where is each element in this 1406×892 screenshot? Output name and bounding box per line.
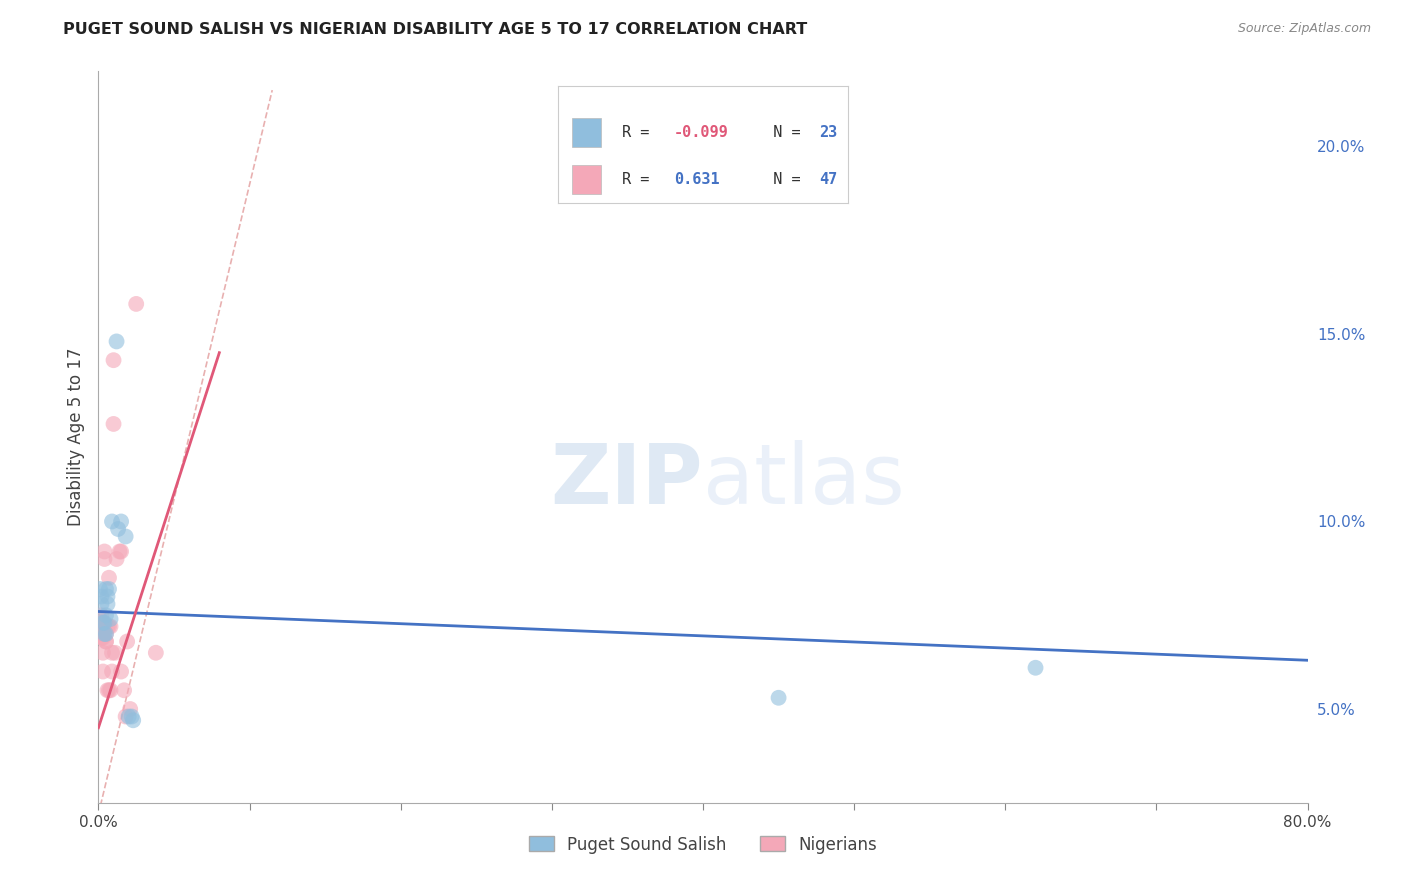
Point	[90, 608, 112, 623]
Point	[90, 624, 112, 638]
Point	[90, 627, 112, 641]
Y-axis label: Disability Age 5 to 17: Disability Age 5 to 17	[66, 348, 84, 526]
Point	[89, 615, 111, 630]
Point	[96, 590, 118, 604]
Point	[89, 619, 111, 633]
Point	[89, 615, 111, 630]
Point	[90, 590, 112, 604]
Point	[94, 608, 117, 623]
Point	[91, 646, 114, 660]
Point	[107, 522, 129, 536]
Point	[91, 631, 114, 645]
Point	[98, 683, 121, 698]
Point	[110, 544, 132, 558]
Point	[103, 417, 125, 431]
Point	[89, 615, 111, 630]
Point	[121, 709, 143, 723]
Point	[91, 619, 114, 633]
Text: ZIP: ZIP	[551, 441, 703, 522]
Point	[768, 690, 790, 705]
Point	[94, 627, 117, 641]
Legend: Puget Sound Salish, Nigerians: Puget Sound Salish, Nigerians	[522, 829, 884, 860]
Point	[96, 597, 118, 611]
Point	[118, 709, 141, 723]
Point	[114, 529, 136, 543]
Point	[93, 627, 115, 641]
Point	[145, 646, 167, 660]
Point	[90, 631, 112, 645]
Point	[103, 353, 125, 368]
Text: Source: ZipAtlas.com: Source: ZipAtlas.com	[1237, 22, 1371, 36]
Point	[100, 683, 122, 698]
Point	[104, 646, 127, 660]
Point	[98, 582, 121, 596]
Point	[93, 615, 115, 630]
Point	[94, 582, 117, 596]
Text: atlas: atlas	[703, 441, 904, 522]
Point	[91, 665, 114, 679]
Point	[89, 612, 111, 626]
Point	[96, 619, 118, 633]
Point	[94, 627, 117, 641]
Point	[90, 619, 112, 633]
Point	[101, 665, 124, 679]
Point	[93, 544, 115, 558]
Point	[105, 552, 128, 566]
Point	[89, 624, 111, 638]
Point	[1024, 661, 1046, 675]
Point	[89, 582, 111, 596]
Point	[120, 702, 142, 716]
Point	[93, 619, 115, 633]
Point	[98, 571, 121, 585]
Point	[115, 634, 138, 648]
Point	[101, 646, 124, 660]
Point	[94, 634, 117, 648]
Point	[100, 612, 122, 626]
Point	[112, 683, 135, 698]
Point	[90, 597, 112, 611]
Point	[91, 627, 114, 641]
Point	[114, 709, 136, 723]
Point	[96, 683, 118, 698]
Point	[122, 713, 145, 727]
Point	[93, 552, 115, 566]
Point	[98, 619, 121, 633]
Point	[105, 334, 128, 349]
Point	[108, 544, 131, 558]
Text: PUGET SOUND SALISH VS NIGERIAN DISABILITY AGE 5 TO 17 CORRELATION CHART: PUGET SOUND SALISH VS NIGERIAN DISABILIT…	[63, 22, 807, 37]
Point	[110, 665, 132, 679]
Point	[94, 634, 117, 648]
Point	[90, 619, 112, 633]
Point	[91, 615, 114, 630]
Point	[91, 615, 114, 630]
Point	[125, 297, 148, 311]
Point	[110, 515, 132, 529]
Point	[101, 515, 124, 529]
Point	[100, 619, 122, 633]
Point	[89, 627, 111, 641]
